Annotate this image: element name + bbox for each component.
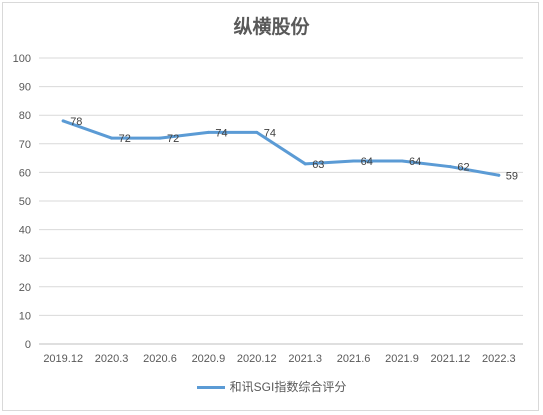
y-tick-label: 50: [19, 196, 31, 208]
y-tick-label: 20: [19, 282, 31, 294]
y-tick-label: 30: [19, 253, 31, 265]
x-tick-label: 2020.3: [95, 353, 129, 365]
chart-title: 纵横股份: [233, 16, 310, 38]
data-label: 63: [312, 159, 324, 171]
data-point: [303, 162, 307, 166]
x-tick-label: 2021.9: [385, 353, 419, 365]
data-label: 74: [264, 127, 276, 139]
data-label: 64: [361, 156, 373, 168]
data-label: 74: [215, 127, 227, 139]
data-label: 62: [457, 162, 469, 174]
data-point: [448, 165, 452, 169]
data-point: [158, 136, 162, 140]
data-point: [61, 119, 65, 123]
legend-label: 和讯SGI指数综合评分: [229, 380, 347, 394]
y-tick-label: 90: [19, 82, 31, 94]
legend: 和讯SGI指数综合评分: [0, 378, 543, 395]
data-point: [255, 130, 259, 134]
x-tick-label: 2020.6: [143, 353, 177, 365]
y-tick-label: 40: [19, 225, 31, 237]
data-point: [352, 159, 356, 163]
legend-swatch: [196, 386, 225, 390]
data-point: [497, 173, 501, 177]
y-tick-label: 80: [19, 110, 31, 122]
data-label: 72: [119, 133, 131, 145]
x-tick-label: 2020.12: [237, 353, 277, 365]
x-tick-label: 2019.12: [43, 353, 83, 365]
data-point: [400, 159, 404, 163]
x-tick-label: 2020.9: [192, 353, 226, 365]
y-tick-label: 0: [25, 339, 31, 351]
data-point: [206, 130, 210, 134]
x-tick-label: 2021.12: [431, 353, 471, 365]
data-point: [110, 136, 114, 140]
x-tick-label: 2021.6: [337, 353, 371, 365]
y-tick-label: 10: [19, 310, 31, 322]
data-label: 78: [70, 116, 82, 128]
data-label: 59: [506, 170, 518, 182]
y-tick-label: 70: [19, 139, 31, 151]
x-tick-label: 2022.3: [482, 353, 516, 365]
y-tick-label: 100: [13, 53, 31, 65]
series-line: [61, 119, 501, 177]
data-label: 64: [409, 156, 421, 168]
chart-frame: [2, 2, 539, 411]
y-tick-label: 60: [19, 167, 31, 179]
data-label: 72: [167, 133, 179, 145]
x-tick-label: 2021.3: [288, 353, 322, 365]
